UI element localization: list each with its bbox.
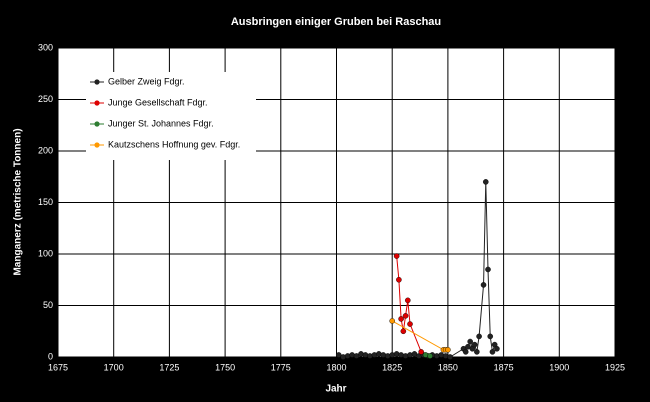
legend-marker: [94, 100, 100, 106]
data-point: [462, 349, 469, 355]
data-point: [489, 349, 496, 355]
data-point: [418, 349, 424, 355]
x-tick-label: 1675: [48, 362, 68, 372]
x-tick-label: 1925: [605, 362, 625, 372]
data-point: [400, 328, 407, 335]
legend-marker: [94, 121, 100, 127]
y-tick-label: 200: [38, 145, 53, 155]
y-tick-label: 100: [38, 248, 53, 258]
data-point: [474, 349, 480, 355]
chart-title: Ausbringen einiger Gruben bei Raschau: [231, 16, 441, 28]
data-point: [398, 316, 404, 322]
x-axis-label: Jahr: [325, 384, 346, 395]
x-tick-label: 1775: [271, 362, 291, 372]
y-tick-label: 50: [43, 300, 53, 310]
data-point: [467, 338, 473, 345]
x-tick-label: 1800: [326, 362, 346, 372]
x-tick-label: 1725: [159, 362, 179, 372]
x-tick-label: 1825: [382, 362, 402, 372]
data-point: [471, 341, 478, 348]
y-axis-label: Manganerz (metrische Tonnen): [13, 128, 24, 275]
data-point: [487, 333, 494, 340]
legend-marker: [94, 142, 100, 148]
legend-label: Junger St. Johannes Fdgr.: [108, 118, 214, 128]
data-point: [404, 297, 411, 304]
data-point: [407, 321, 413, 327]
data-point: [485, 266, 491, 273]
y-tick-label: 0: [48, 351, 53, 361]
data-point: [389, 318, 396, 324]
legend-marker: [94, 79, 100, 85]
data-point: [402, 312, 409, 319]
data-point: [476, 333, 482, 340]
data-point: [445, 346, 451, 353]
y-tick-label: 150: [38, 197, 53, 207]
x-tick-label: 1700: [104, 362, 124, 372]
data-point: [480, 282, 487, 288]
data-point: [427, 353, 433, 359]
data-point: [482, 179, 489, 185]
y-tick-label: 250: [38, 94, 53, 104]
legend-label: Junge Gesellschaft Fdgr.: [108, 97, 208, 107]
x-tick-label: 1750: [215, 362, 235, 372]
series-line: [396, 256, 422, 353]
x-tick-label: 1875: [494, 362, 514, 372]
legend-label: Gelber Zweig Fdgr.: [108, 76, 185, 86]
x-tick-label: 1900: [549, 362, 569, 372]
legend: Gelber Zweig Fdgr. Junge Gesellschaft Fdg…: [86, 72, 256, 160]
data-point: [396, 276, 402, 283]
x-tick-label: 1850: [438, 362, 458, 372]
data-point: [447, 354, 453, 360]
legend-label: Kautzschens Hoffnung gev. Fdgr.: [108, 139, 240, 149]
data-point: [494, 345, 500, 352]
data-point: [393, 253, 400, 259]
y-tick-label: 300: [38, 42, 53, 52]
legend-box: [86, 72, 256, 160]
